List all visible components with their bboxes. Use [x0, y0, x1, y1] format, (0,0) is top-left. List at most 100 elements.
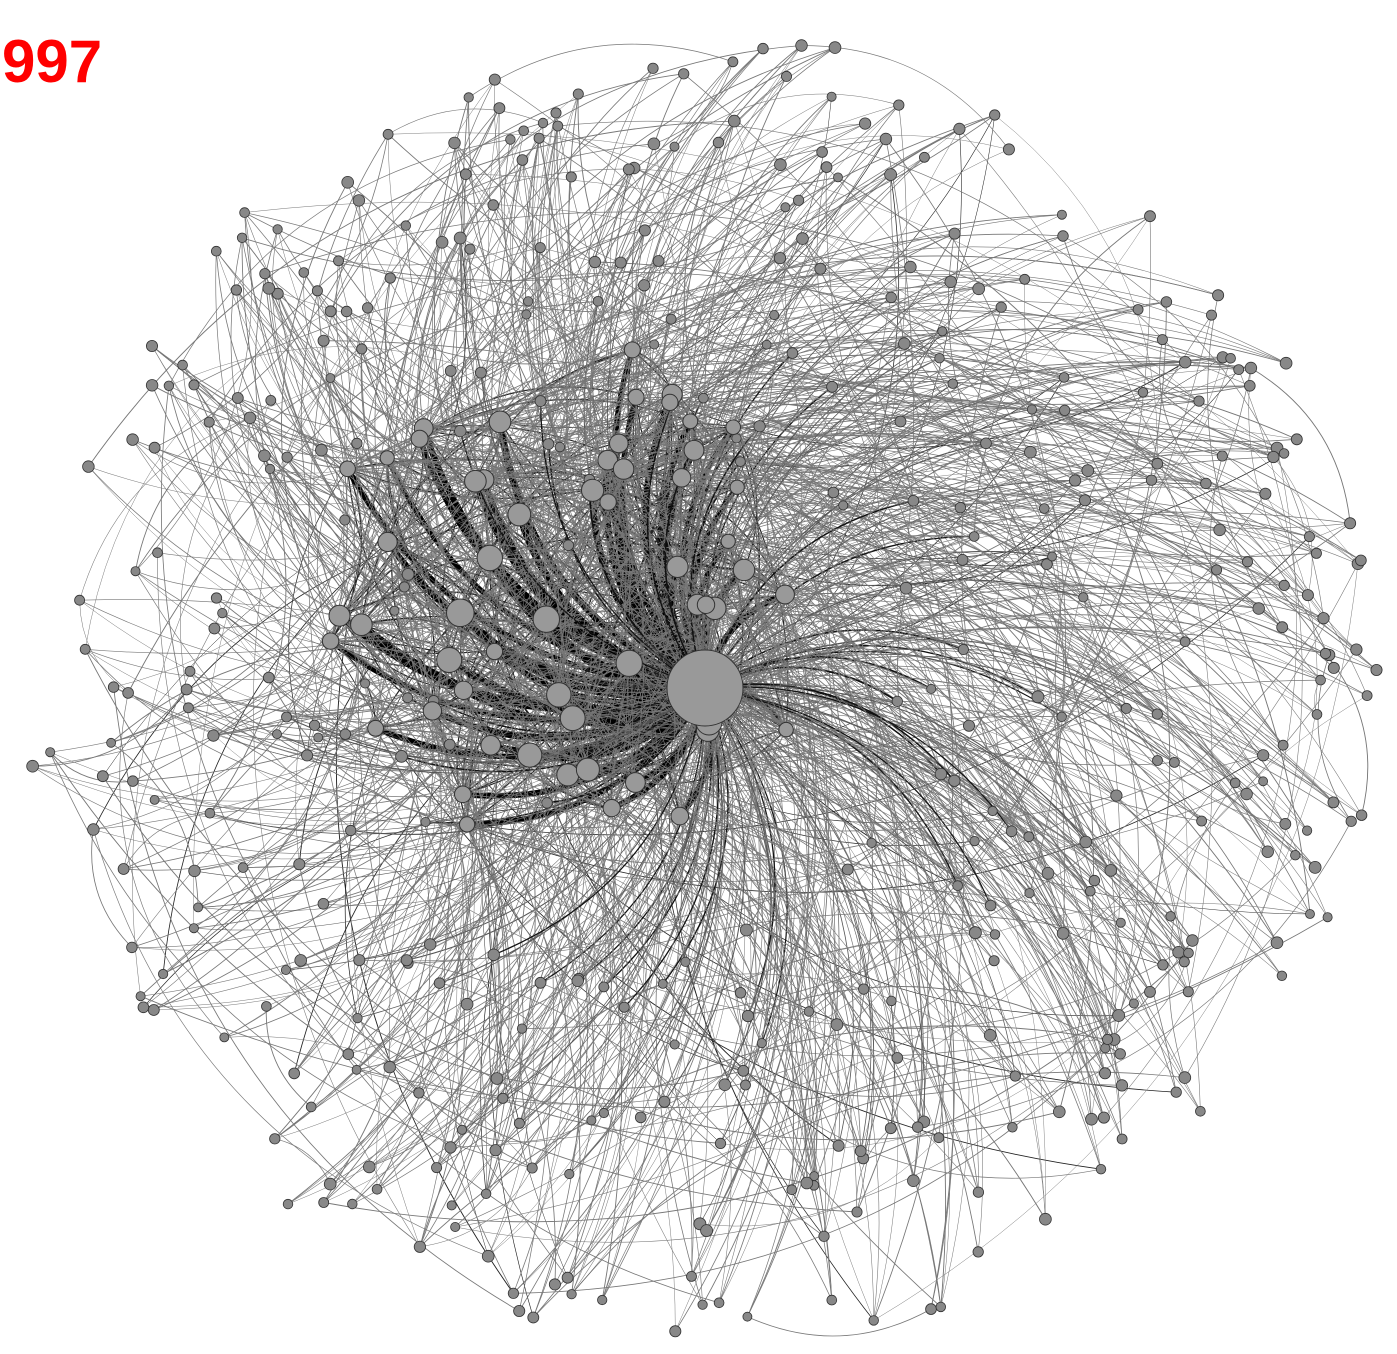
node [1290, 433, 1303, 446]
edge [629, 663, 746, 993]
edge [387, 541, 1283, 977]
edge [338, 168, 799, 262]
node [152, 547, 163, 558]
node [841, 863, 854, 876]
edge [110, 438, 420, 744]
node [618, 1001, 630, 1013]
edge [546, 618, 1106, 1074]
node [989, 109, 1001, 121]
edge [209, 687, 706, 835]
node [988, 955, 1000, 967]
edge [714, 503, 1358, 609]
node [1279, 356, 1293, 370]
edge [873, 563, 1359, 1321]
edge [691, 96, 832, 451]
node [919, 151, 930, 163]
node [356, 343, 368, 355]
edge [558, 128, 960, 695]
edge [704, 687, 776, 1017]
edge [186, 651, 495, 712]
node [481, 1249, 495, 1263]
node [377, 531, 398, 553]
edge [529, 754, 612, 1121]
edge [704, 648, 1362, 816]
edge [708, 483, 1206, 723]
node [670, 806, 690, 826]
edge [236, 289, 707, 606]
node [422, 701, 443, 721]
node [488, 410, 512, 434]
edge [672, 300, 1287, 395]
edge [533, 247, 609, 503]
node [1137, 387, 1149, 398]
edge [677, 557, 1158, 715]
edge [607, 459, 958, 886]
edge [704, 649, 1264, 782]
node [934, 353, 945, 364]
edge [359, 569, 1217, 962]
node [832, 1139, 845, 1152]
edge [321, 317, 1065, 451]
edge [714, 369, 1239, 610]
node [45, 747, 56, 758]
edge [702, 438, 829, 1305]
edge [489, 546, 1286, 825]
edge [242, 867, 720, 1304]
edge [635, 230, 673, 395]
node [1039, 503, 1050, 514]
edge [276, 687, 706, 774]
edge [1207, 295, 1321, 681]
edge [714, 361, 1186, 609]
node [740, 923, 753, 937]
edge [347, 286, 1002, 470]
node [126, 941, 138, 954]
node [243, 411, 257, 425]
node [488, 73, 501, 86]
node [401, 568, 415, 581]
edge [135, 417, 251, 572]
edge [375, 728, 741, 994]
node [342, 1048, 355, 1060]
edge [475, 434, 694, 482]
edge [394, 349, 633, 612]
edge [405, 225, 706, 689]
node [361, 302, 374, 314]
edge [587, 769, 914, 1181]
node [1311, 709, 1323, 720]
edge [388, 132, 1359, 564]
edge [489, 214, 1062, 559]
edge [779, 257, 1117, 1040]
node [698, 392, 709, 404]
edge [276, 727, 376, 745]
node [987, 805, 998, 817]
node [1088, 874, 1101, 887]
node [413, 1087, 425, 1099]
node [926, 683, 937, 694]
node [734, 987, 747, 999]
edge [269, 468, 573, 719]
node [756, 1038, 767, 1049]
edge [151, 345, 630, 664]
node [1261, 845, 1274, 858]
node [147, 1004, 160, 1016]
edge [618, 443, 1264, 782]
node [851, 1206, 863, 1218]
node [894, 415, 907, 428]
edge [572, 512, 1310, 719]
edge [496, 421, 705, 1079]
node [1267, 450, 1280, 464]
edge [714, 608, 1012, 832]
node [1278, 448, 1290, 459]
edge [704, 547, 1285, 689]
node [188, 864, 201, 878]
node [96, 770, 109, 783]
node [513, 1305, 526, 1318]
edge [704, 687, 772, 1085]
node [827, 486, 840, 499]
node [523, 296, 534, 307]
edge [209, 729, 787, 850]
node [280, 965, 291, 976]
node [1327, 661, 1340, 674]
edge [1103, 447, 1297, 1118]
edge [737, 441, 1362, 561]
